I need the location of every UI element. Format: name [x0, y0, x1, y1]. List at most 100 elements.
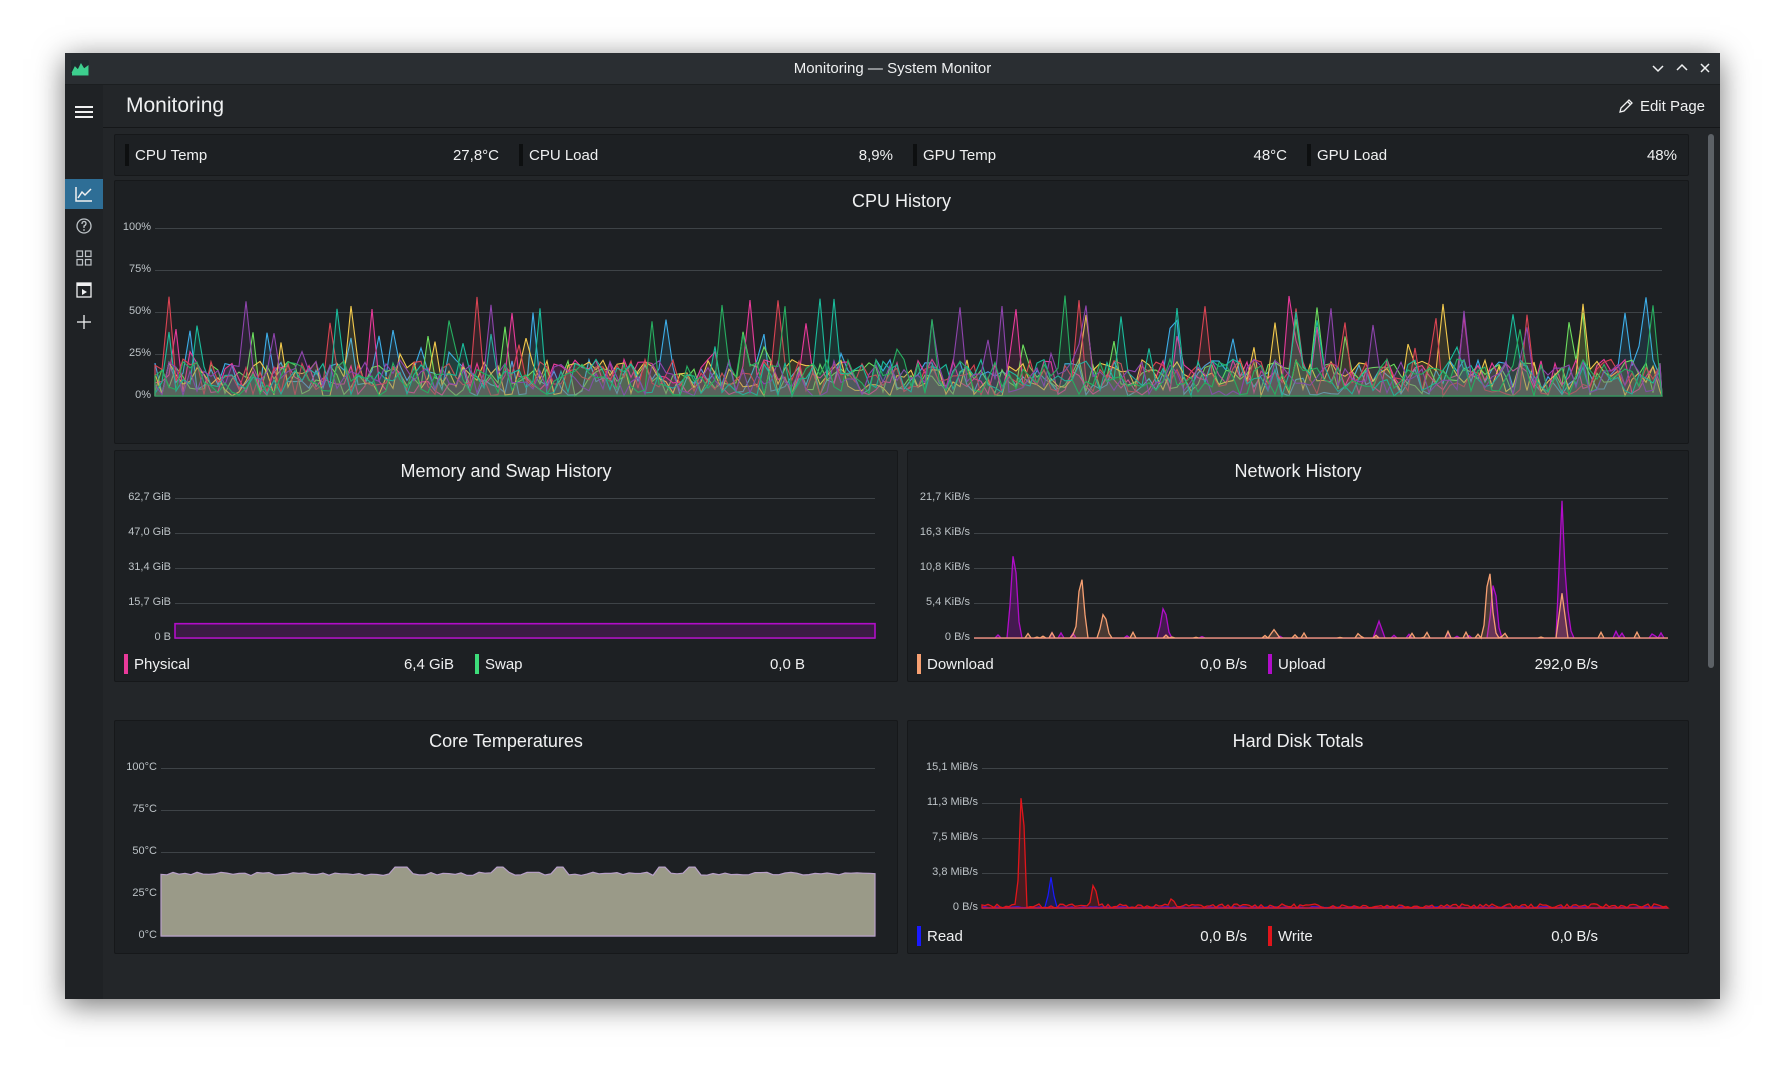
window-title: Monitoring — System Monitor: [793, 60, 992, 77]
memory-swap-history-panel: Memory and Swap History Physical 6,4 GiB …: [114, 450, 898, 682]
legend-value: 0,0 B/s: [1551, 927, 1598, 945]
vertical-scrollbar[interactable]: [1708, 134, 1714, 668]
gridline: [982, 873, 1668, 874]
legend-swatch: [917, 654, 921, 674]
sidebar-item-processes[interactable]: [65, 243, 103, 273]
legend-swatch: [124, 654, 128, 674]
plot-area: [154, 295, 1663, 398]
legend-physical: Physical 6,4 GiB: [124, 654, 454, 674]
question-circle-icon: [76, 218, 92, 234]
network-download-area: [974, 573, 1668, 640]
gridline: [175, 533, 875, 534]
sidebar-item-add-page[interactable]: [65, 307, 103, 337]
legend-value: 292,0 B/s: [1534, 655, 1598, 673]
chart-line-icon: [75, 187, 92, 202]
cpu-series-line: [154, 295, 1663, 397]
y-axis-tick-label: 0 B/s: [944, 631, 970, 643]
maximize-icon[interactable]: [1674, 60, 1690, 76]
y-axis-tick-label: 3,8 MiB/s: [932, 866, 978, 878]
y-axis-tick-label: 10,8 KiB/s: [919, 561, 970, 573]
title-bar[interactable]: Monitoring — System Monitor: [65, 53, 1720, 85]
legend-download: Download 0,0 B/s: [917, 654, 1247, 674]
system-monitor-app-icon: [71, 60, 89, 76]
sensor-strip: CPU Temp 27,8°C CPU Load 8,9% GPU Temp 48°C…: [114, 134, 1689, 176]
sensor-cpu-temp: CPU Temp 27,8°C: [125, 135, 499, 175]
cpu-series-line: [154, 297, 1663, 397]
sensor-gpu-temp: GPU Temp 48°C: [913, 135, 1287, 175]
panel-title: Hard Disk Totals: [1232, 731, 1364, 751]
legend-swatch: [475, 654, 479, 674]
legend-swap: Swap 0,0 B: [475, 654, 805, 674]
sensor-label: GPU Temp: [923, 146, 997, 164]
disk-read-area: [981, 877, 1669, 909]
y-axis-tick-label: 11,3 MiB/s: [926, 796, 978, 808]
gridline: [974, 533, 1668, 534]
y-axis-tick-label: 0°C: [138, 929, 157, 941]
sensor-value: 48°C: [1253, 146, 1287, 164]
page-header: Monitoring Edit Page: [103, 85, 1720, 128]
y-axis-tick-label: 75%: [128, 263, 151, 275]
sensor-color-bar: [125, 144, 129, 166]
gridline: [155, 312, 1662, 313]
gridline: [175, 603, 875, 604]
sensor-color-bar: [519, 144, 523, 166]
legend-value: 0,0 B/s: [1200, 655, 1247, 673]
plus-icon: [77, 315, 91, 329]
cpu-history-panel: CPU History 100% 75% 50% 25% 0%: [114, 180, 1689, 444]
sensor-label: GPU Load: [1317, 146, 1388, 164]
legend-label: Swap: [485, 655, 523, 673]
y-axis-tick-label: 50%: [128, 305, 151, 317]
minimize-icon[interactable]: [1650, 60, 1666, 76]
panel-title: Memory and Swap History: [400, 461, 612, 481]
hard-disk-totals-panel: Hard Disk Totals Read 0,0 B/s Write 0,0 B/…: [907, 720, 1689, 954]
sensor-gpu-load: GPU Load 48%: [1307, 135, 1677, 175]
legend-label: Upload: [1278, 655, 1326, 673]
gridline: [982, 803, 1668, 804]
legend-upload: Upload 292,0 B/s: [1268, 654, 1598, 674]
gridline: [161, 852, 875, 853]
sensor-cpu-load: CPU Load 8,9%: [519, 135, 893, 175]
legend-value: 6,4 GiB: [403, 655, 454, 673]
sensor-label: CPU Load: [529, 146, 599, 164]
legend-swatch: [1268, 654, 1272, 674]
sensor-label: CPU Temp: [135, 146, 208, 164]
legend-label: Read: [927, 927, 963, 945]
y-axis-tick-label: 0%: [135, 389, 151, 401]
sidebar-item-applications[interactable]: [65, 211, 103, 241]
y-axis-tick-label: 100%: [122, 221, 151, 233]
y-axis-tick-label: 75°C: [132, 803, 157, 815]
sensor-color-bar: [1307, 144, 1311, 166]
close-icon[interactable]: [1697, 60, 1713, 76]
sidebar-item-overview[interactable]: [65, 179, 103, 209]
gridline: [155, 354, 1662, 355]
sidebar: [65, 85, 103, 999]
gridline: [974, 603, 1668, 604]
y-axis-tick-label: 0 B: [154, 631, 171, 643]
hamburger-menu-button[interactable]: [65, 97, 103, 127]
disk-write-area: [981, 798, 1670, 910]
y-axis-tick-label: 21,7 KiB/s: [919, 491, 970, 503]
gridline: [974, 498, 1668, 499]
y-axis-tick-label: 15,1 MiB/s: [926, 761, 978, 773]
window-play-icon: [76, 282, 92, 298]
y-axis-tick-label: 31,4 GiB: [128, 561, 171, 573]
sidebar-item-history[interactable]: [65, 275, 103, 305]
system-monitor-window: Monitoring — System Monitor Monitoring E…: [65, 53, 1720, 999]
edit-page-button[interactable]: Edit Page: [1618, 93, 1705, 119]
gridline: [982, 838, 1668, 839]
legend-write: Write 0,0 B/s: [1268, 926, 1598, 946]
memory-physical-area: [174, 622, 876, 639]
gridline: [155, 228, 1662, 229]
plot-area: [981, 798, 1670, 910]
page-title: Monitoring: [126, 94, 225, 117]
y-axis-tick-label: 5,4 KiB/s: [925, 596, 970, 608]
gridline: [155, 270, 1662, 271]
y-axis-tick-label: 47,0 GiB: [128, 526, 171, 538]
legend-label: Physical: [134, 655, 190, 673]
legend-read: Read 0,0 B/s: [917, 926, 1247, 946]
gridline: [982, 768, 1668, 769]
edit-page-label: Edit Page: [1639, 97, 1705, 115]
y-axis-tick-label: 50°C: [132, 845, 157, 857]
plot-area: [160, 866, 876, 937]
y-axis-tick-label: 7,5 MiB/s: [932, 831, 978, 843]
